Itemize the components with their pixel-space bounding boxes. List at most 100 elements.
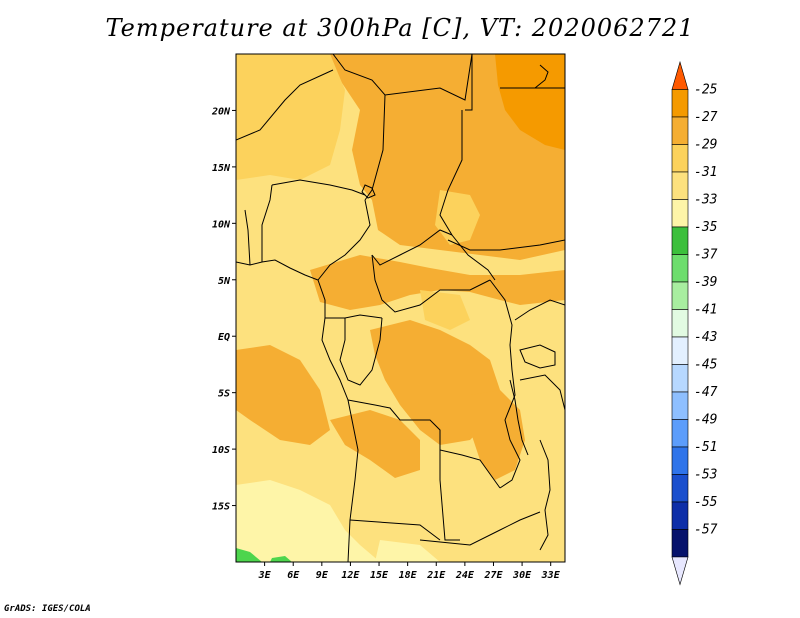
border-car-south	[371, 254, 491, 313]
field-green-s	[270, 556, 292, 562]
colorbar-label: -49	[694, 413, 717, 428]
colorbar-top-arrow	[671, 60, 689, 90]
colorbar-label: -35	[694, 220, 718, 235]
border-malawi	[539, 439, 551, 551]
lat-tick-label: 15S	[212, 502, 230, 513]
field-orange-congo	[370, 320, 500, 445]
lon-tick-label: 24E	[455, 570, 475, 581]
lon-tick-label: 21E	[426, 570, 446, 581]
grads-credit: GrADS: IGES/COLA	[4, 604, 91, 614]
lon-tick-label: 33E	[541, 570, 561, 581]
colorbar-swatch	[671, 226, 689, 255]
colorbar-swatch	[671, 199, 689, 228]
border-nigeria-cameroon	[317, 199, 371, 281]
colorbar-label: -57	[694, 523, 718, 538]
field-pale-yellow-s	[375, 540, 440, 562]
colorbar-swatch	[671, 419, 689, 448]
lat-tick-label: 15N	[212, 163, 231, 174]
colorbar-swatch	[671, 89, 689, 118]
colorbar-label: -53	[694, 468, 717, 483]
lake-chad	[361, 184, 376, 199]
border-uganda-kenya	[514, 299, 565, 321]
colorbar-label: -51	[694, 440, 717, 455]
colorbar-swatch	[671, 391, 689, 420]
lat-tick-label: 5S	[218, 389, 230, 400]
field-light-orange-1	[236, 54, 345, 180]
lat-tick-label: 20N	[211, 106, 231, 117]
longitude-axis: 3E 6E 9E 12E 15E 18E 21E 24E 27E 30E 33E	[258, 562, 561, 581]
border-sudan-south	[447, 239, 565, 251]
coastline-west-africa	[236, 259, 359, 562]
latitude-axis: 20N 15N 10N 5N EQ 5S 10S 15S	[211, 106, 236, 513]
colorbar-swatch	[671, 254, 689, 283]
lat-tick-label: EQ	[218, 332, 230, 343]
field-green-sw	[236, 548, 262, 562]
border-zambia-south	[419, 511, 541, 546]
lake-victoria	[519, 344, 556, 369]
temperature-field	[236, 54, 565, 562]
border-angola-zambia	[439, 450, 460, 541]
border-nigeria-niger	[271, 179, 366, 196]
lon-tick-label: 18E	[399, 570, 418, 581]
colorbar-label: -29	[694, 138, 717, 153]
border-drc-angola	[347, 399, 501, 489]
colorbar-swatch	[671, 336, 689, 365]
field-orange-south	[330, 410, 420, 478]
border-niger-chad	[364, 94, 386, 201]
lon-tick-label: 3E	[258, 570, 272, 581]
colorbar-label: -43	[694, 330, 717, 345]
lon-tick-label: 30E	[512, 570, 532, 581]
colorbar-label: -33	[694, 193, 717, 208]
field-orange-west	[236, 345, 330, 445]
lon-tick-label: 6E	[287, 570, 300, 581]
colorbar-swatch	[671, 529, 689, 558]
field-orange-east	[470, 390, 525, 480]
colorbar-label: -41	[694, 303, 717, 318]
border-tanzania	[519, 374, 565, 411]
colorbar-labels: -25 -27 -29 -31 -33 -35 -37 -39 -41 -43 -45 -47 -49 -…	[694, 83, 718, 538]
border-namibia	[349, 519, 441, 541]
lake-tanganyika	[509, 379, 529, 456]
colorbar-bottom-arrow	[671, 556, 689, 586]
colorbar-swatch	[671, 309, 689, 338]
lat-tick-label: 10N	[212, 219, 231, 230]
colorbar-swatch	[671, 116, 689, 145]
border-cameroon-gabon	[325, 314, 383, 319]
lat-tick-label: 5N	[218, 276, 231, 287]
red-sea-coast	[534, 64, 549, 89]
border-togo	[244, 209, 251, 266]
border-drc-east	[489, 279, 521, 489]
chart-title: Temperature at 300hPa [C], VT: 202006272…	[105, 14, 695, 42]
field-light-orange-2	[435, 190, 480, 245]
lon-tick-label: 9E	[316, 570, 329, 581]
colorbar-label: -45	[694, 358, 718, 373]
field-pale-yellow-sw	[236, 480, 380, 562]
colorbar-swatch	[671, 501, 689, 530]
colorbar-label: -25	[694, 83, 718, 98]
colorbar-label: -37	[694, 248, 718, 263]
colorbar-label: -55	[694, 495, 718, 510]
border-congo	[339, 317, 383, 386]
lon-tick-label: 27E	[483, 570, 503, 581]
colorbar-label: -31	[694, 165, 717, 180]
colorbar-swatch	[671, 474, 689, 503]
colorbar-label: -39	[694, 275, 717, 290]
lat-tick-label: 10S	[212, 445, 230, 456]
lon-tick-label: 12E	[341, 570, 360, 581]
border-libya-chad	[465, 54, 473, 111]
lon-tick-label: 15E	[370, 570, 389, 581]
country-borders	[236, 54, 565, 562]
colorbar-swatch	[671, 446, 689, 475]
field-deep-orange-ne	[495, 54, 565, 150]
border-chad-sudan	[439, 110, 496, 281]
colorbar-swatch	[671, 144, 689, 173]
map-frame	[235, 53, 566, 563]
colorbar-swatch	[671, 281, 689, 310]
colorbar-swatches	[671, 60, 689, 586]
colorbar-label: -47	[694, 385, 718, 400]
border-benin	[261, 184, 273, 262]
colorbar-label: -27	[694, 110, 718, 125]
border-chad-car	[371, 229, 453, 266]
